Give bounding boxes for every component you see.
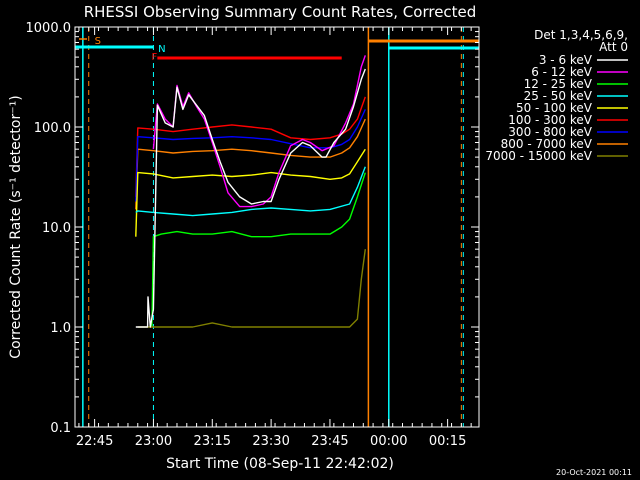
flag-letter-s: S (95, 36, 101, 47)
legend-label: 100 - 300 keV (508, 113, 592, 127)
orbit-flag-overlays: S NF (75, 27, 479, 427)
series-line-300-800-kev (135, 109, 366, 202)
legend-label: 50 - 100 keV (516, 101, 593, 115)
legend-label: 7000 - 15000 keV (485, 149, 592, 163)
legend-label: 3 - 6 keV (539, 53, 593, 67)
series-line-100-300-kev (135, 96, 366, 197)
series-layer (135, 55, 366, 328)
x-axis: 22:45 23:00 23:15 23:30 23:45 00:00 00:15 (76, 27, 472, 449)
legend-header-line-2: Att 0 (599, 40, 628, 54)
legend-header-line-1: Det 1,3,4,5,6,9, (534, 28, 628, 42)
y-tick-label: 1.0 (50, 321, 71, 336)
legend-label: 6 - 12 keV (531, 65, 593, 79)
legend-label: 12 - 25 keV (524, 77, 593, 91)
legend-label: 25 - 50 keV (524, 89, 593, 103)
series-line-50-100-kev (135, 148, 366, 237)
x-axis-label: Start Time (08-Sep-11 22:42:02) (166, 456, 394, 472)
legend-label: 800 - 7000 keV (501, 137, 593, 151)
flag-letter-n: N (158, 44, 165, 55)
series-line-800-7000-kev (135, 118, 366, 210)
x-tick-label: 23:30 (252, 434, 289, 449)
x-tick-label: 23:45 (311, 434, 348, 449)
series-line-7000-15000-kev (137, 249, 366, 328)
y-axis-label: Corrected Count Rate (s⁻¹ detector⁻¹) (8, 95, 24, 358)
y-tick-label: 10.0 (42, 221, 71, 236)
y-tick-label: 1000.0 (26, 21, 72, 36)
y-tick-label: 0.1 (50, 421, 71, 436)
timestamp: 20-Oct-2021 00:11 (556, 468, 632, 477)
x-tick-label: 00:00 (370, 434, 407, 449)
series-line-25-50-kev (135, 166, 366, 217)
x-tick-label: 23:15 (194, 434, 231, 449)
series-line-3-6-kev (135, 68, 366, 328)
x-tick-label: 00:15 (429, 434, 466, 449)
series-line-12-25-kev (151, 172, 366, 328)
flag-letter-f: F (151, 52, 157, 63)
y-tick-label: 100.0 (34, 121, 71, 136)
chart-title: RHESSI Observing Summary Count Rates, Co… (84, 3, 477, 21)
x-tick-label: 22:45 (76, 434, 113, 449)
x-tick-label: 23:00 (135, 434, 172, 449)
series-line-6-12-kev (152, 55, 366, 208)
y-axis: 0.1 1.0 10.0 100.0 1000.0 (26, 21, 479, 436)
legend-label: 300 - 800 keV (508, 125, 592, 139)
